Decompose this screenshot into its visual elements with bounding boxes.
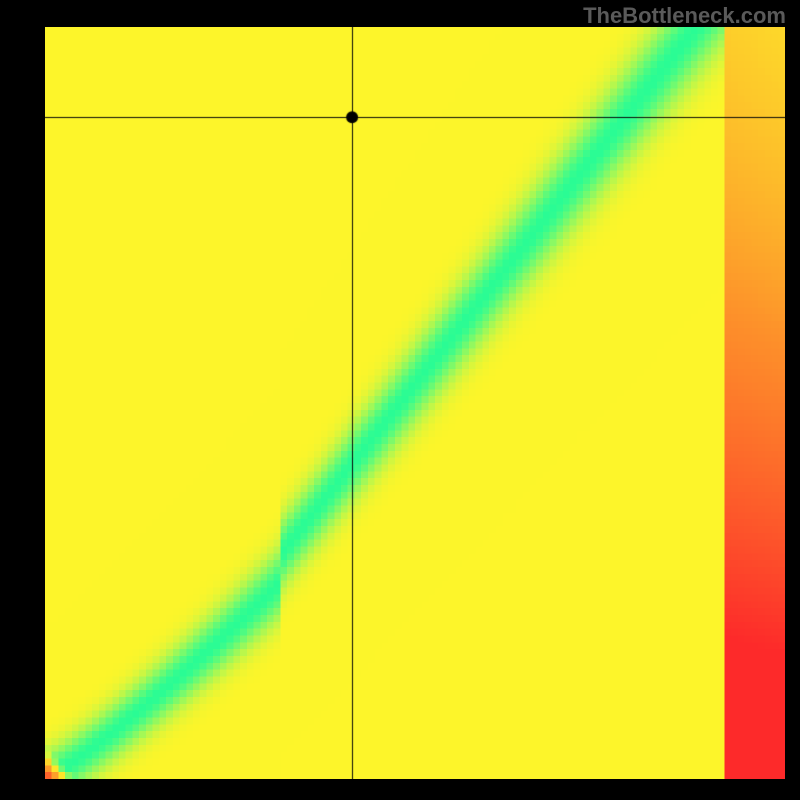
bottleneck-heatmap [45, 27, 785, 779]
chart-container: TheBottleneck.com [0, 0, 800, 800]
watermark-text: TheBottleneck.com [583, 3, 786, 29]
